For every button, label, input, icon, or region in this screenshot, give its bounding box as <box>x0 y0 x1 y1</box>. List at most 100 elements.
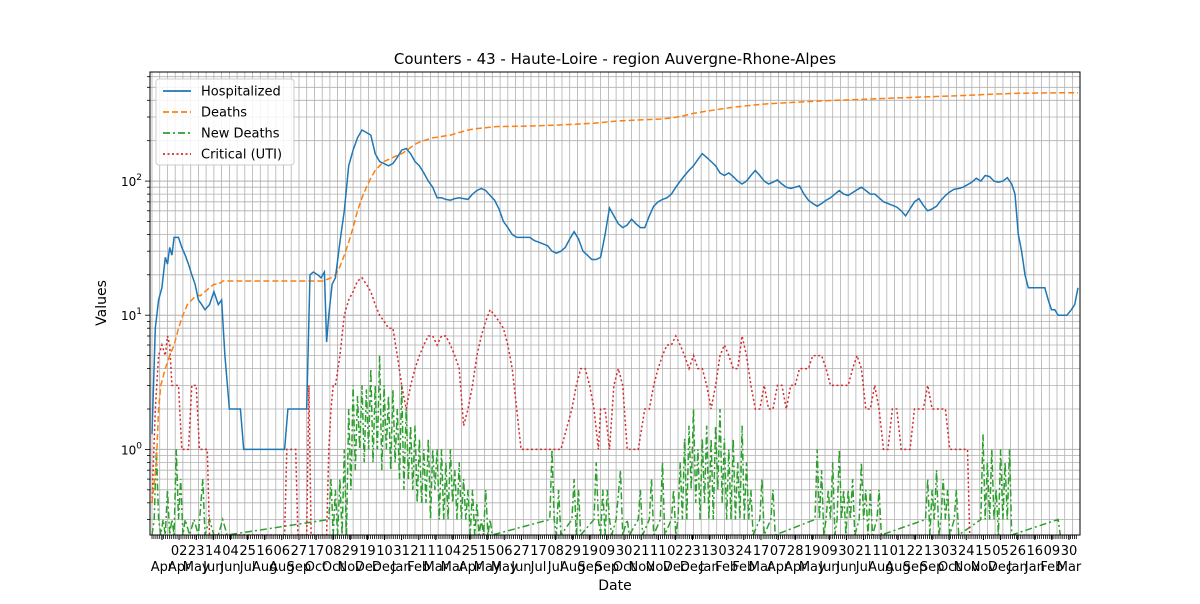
x-tick-day-label: 27 <box>291 544 308 559</box>
x-tick-month-label: Apr <box>459 560 482 575</box>
x-tick-day-label: 16 <box>256 544 273 559</box>
x-tick-day-label: 24 <box>958 544 975 559</box>
y-tick-label: 102 <box>121 173 142 189</box>
x-tick-month-label: Nov <box>646 560 672 575</box>
x-tick-day-label: 06 <box>274 544 291 559</box>
x-tick-month-label: Jul <box>855 560 872 575</box>
x-tick-day-label: 21 <box>855 544 872 559</box>
legend-label: Deaths <box>201 106 247 121</box>
x-tick-month-label: Aug <box>868 560 893 575</box>
x-tick-month-label: Dec <box>355 560 380 575</box>
x-tick-month-label: Nov <box>954 560 980 575</box>
x-tick-month-label: Sep <box>287 560 312 575</box>
x-tick-month-label: Jan <box>1024 560 1045 575</box>
x-tick-month-label: Sep <box>903 560 928 575</box>
x-tick-day-label: 04 <box>222 544 239 559</box>
x-tick-month-label: Jun <box>202 560 223 575</box>
x-tick-day-label: 06 <box>496 544 513 559</box>
x-tick-day-label: 13 <box>701 544 718 559</box>
x-tick-day-label: 19 <box>582 544 599 559</box>
x-tick-month-label: Oct <box>322 560 344 575</box>
x-tick-month-label: Jun <box>835 560 856 575</box>
x-tick-month-label: Sep <box>595 560 620 575</box>
series-line-critical-uti <box>151 276 971 535</box>
x-tick-day-label: 23 <box>684 544 701 559</box>
y-axis-label: Values <box>94 280 110 326</box>
x-tick-month-label: Dec <box>372 560 397 575</box>
x-tick-month-label: Feb <box>1040 560 1063 575</box>
x-tick-day-label: 05 <box>992 544 1009 559</box>
x-tick-month-label: Mar <box>749 560 774 575</box>
x-tick-day-label: 13 <box>924 544 941 559</box>
x-tick-day-label: 17 <box>530 544 547 559</box>
legend-label: Critical (UTI) <box>201 148 282 163</box>
x-tick-day-label: 21 <box>410 544 427 559</box>
x-tick-month-label: Jul <box>547 560 564 575</box>
x-tick-day-label: 30 <box>838 544 855 559</box>
x-tick-day-label: 21 <box>633 544 650 559</box>
x-tick-month-label: Dec <box>663 560 688 575</box>
y-tick-label: 100 <box>121 441 142 457</box>
x-tick-day-label: 04 <box>445 544 462 559</box>
x-tick-day-label: 11 <box>650 544 667 559</box>
x-tick-month-label: Feb <box>715 560 738 575</box>
x-tick-day-label: 17 <box>753 544 770 559</box>
x-tick-day-label: 03 <box>941 544 958 559</box>
x-tick-day-label: 22 <box>907 544 924 559</box>
x-tick-day-label: 25 <box>462 544 479 559</box>
y-tick-label: 101 <box>121 307 142 323</box>
x-tick-day-label: 14 <box>205 544 222 559</box>
x-tick-month-label: Sep <box>578 560 603 575</box>
x-tick-day-label: 30 <box>1061 544 1078 559</box>
x-tick-day-label: 15 <box>975 544 992 559</box>
x-tick-day-label: 02 <box>171 544 188 559</box>
x-tick-day-label: 25 <box>239 544 256 559</box>
x-tick-day-label: 30 <box>616 544 633 559</box>
x-tick-month-label: Apr <box>168 560 191 575</box>
plot-area-frame <box>149 71 1081 536</box>
x-tick-month-label: Dec <box>988 560 1013 575</box>
x-tick-day-label: 02 <box>667 544 684 559</box>
x-tick-day-label: 11 <box>428 544 445 559</box>
x-tick-day-label: 29 <box>342 544 359 559</box>
x-tick-month-label: May <box>183 560 210 575</box>
x-tick-month-label: Jan <box>1007 560 1028 575</box>
x-tick-month-label: Jan <box>699 560 720 575</box>
x-tick-month-label: Feb <box>407 560 430 575</box>
x-tick-month-label: Oct <box>938 560 960 575</box>
x-tick-day-label: 31 <box>393 544 410 559</box>
x-tick-day-label: 03 <box>718 544 735 559</box>
x-tick-month-label: Sep <box>920 560 945 575</box>
x-tick-month-label: Aug <box>885 560 910 575</box>
legend-label: Hospitalized <box>201 85 281 100</box>
x-tick-day-label: 26 <box>1009 544 1026 559</box>
x-tick-day-label: 16 <box>1027 544 1044 559</box>
x-tick-day-label: 01 <box>890 544 907 559</box>
x-tick-month-label: Feb <box>732 560 755 575</box>
x-tick-month-label: Oct <box>305 560 327 575</box>
x-tick-day-label: 09 <box>599 544 616 559</box>
x-tick-month-label: Nov <box>338 560 364 575</box>
x-tick-month-label: Aug <box>252 560 277 575</box>
x-tick-month-label: Aug <box>269 560 294 575</box>
x-tick-month-label: May <box>491 560 518 575</box>
x-tick-month-label: Oct <box>613 560 635 575</box>
x-tick-month-label: Apr <box>151 560 174 575</box>
series-line-hospitalized <box>151 128 1079 451</box>
x-tick-day-label: 19 <box>359 544 376 559</box>
x-tick-day-label: 09 <box>1044 544 1061 559</box>
x-tick-day-label: 27 <box>513 544 530 559</box>
x-tick-month-label: Dec <box>680 560 705 575</box>
x-tick-day-label: 28 <box>787 544 804 559</box>
x-tick-month-label: Jun <box>219 560 240 575</box>
x-tick-month-label: Nov <box>629 560 655 575</box>
legend-label: New Deaths <box>201 127 280 142</box>
x-tick-month-label: Apr <box>784 560 807 575</box>
x-tick-day-label: 10 <box>376 544 393 559</box>
x-tick-day-label: 07 <box>770 544 787 559</box>
x-tick-month-label: May <box>474 560 501 575</box>
legend-box <box>155 78 295 166</box>
x-tick-day-label: 08 <box>325 544 342 559</box>
